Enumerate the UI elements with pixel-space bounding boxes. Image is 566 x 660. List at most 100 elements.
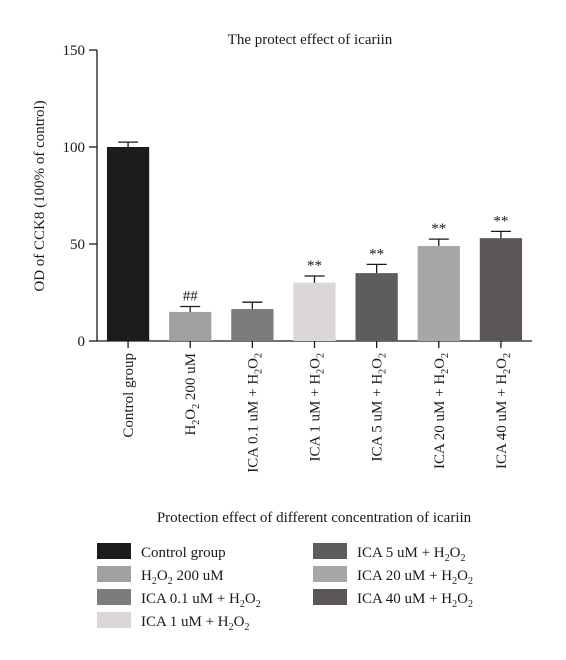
label-part: ICA 5 uM + H: [370, 374, 386, 462]
legend-item: ICA 20 uM + H2O2: [313, 566, 473, 587]
label-part: H: [141, 568, 152, 584]
label-part: 200 uM: [173, 568, 224, 584]
legend-label: H2O2 200 uM: [141, 568, 224, 587]
label-part: 2: [440, 353, 451, 358]
label-part: 2: [244, 622, 249, 633]
label-part: 2: [191, 420, 202, 425]
bar: [231, 308, 274, 341]
label-part: H: [183, 425, 199, 436]
legend-label: ICA 5 uM + H2O2: [357, 545, 465, 564]
legend-swatch: [313, 566, 347, 582]
label-part: O: [308, 358, 324, 369]
label-part: 2: [229, 622, 234, 633]
x-axis-label: Protection effect of different concentra…: [157, 510, 472, 526]
x-tick-label: ICA 20 uM + H2O2: [432, 353, 451, 469]
label-part: O: [494, 358, 510, 369]
label-part: 2: [168, 576, 173, 587]
label-part: ICA 0.1 uM + H: [141, 591, 240, 607]
bar: [355, 273, 398, 341]
label-part: 2: [452, 599, 457, 610]
label-part: 2: [445, 553, 450, 564]
bar: [417, 245, 460, 341]
label-part: ICA 40 uM + H: [357, 591, 452, 607]
significance-marker: **: [307, 258, 322, 274]
label-part: O: [245, 591, 256, 607]
label-part: ICA 20 uM + H: [357, 568, 452, 584]
significance-marker: **: [369, 246, 384, 262]
label-part: ICA 0.1 uM + H: [245, 374, 261, 473]
label-part: 2: [316, 353, 327, 358]
legend-swatch: [97, 589, 131, 605]
label-part: 2: [440, 369, 451, 374]
legend-item: H2O2 200 uM: [97, 566, 224, 587]
label-part: 2: [253, 353, 264, 358]
significance-marker: **: [493, 213, 508, 229]
bar: [106, 147, 150, 341]
label-part: 2: [468, 599, 473, 610]
legend-label: ICA 0.1 uM + H2O2: [141, 591, 261, 610]
label-part: O: [157, 568, 168, 584]
legend-swatch: [313, 589, 347, 605]
label-part: O: [432, 358, 448, 369]
y-tick-label: 150: [63, 43, 86, 59]
legend-swatch: [97, 612, 131, 628]
label-part: 2: [378, 353, 389, 358]
label-part: 2: [378, 369, 389, 374]
legend-label: ICA 40 uM + H2O2: [357, 591, 473, 610]
legend-item: ICA 0.1 uM + H2O2: [97, 589, 261, 610]
y-axis-label: OD of CCK8 (100% of control): [32, 100, 48, 291]
legend-item: ICA 1 uM + H2O2: [97, 612, 249, 633]
label-part: ICA 1 uM + H: [308, 374, 324, 462]
legend-swatch: [313, 543, 347, 559]
y-tick-label: 0: [78, 334, 86, 350]
label-part: O: [245, 358, 261, 369]
label-part: 2: [502, 369, 513, 374]
label-part: ICA 20 uM + H: [432, 374, 448, 469]
label-part: 2: [240, 599, 245, 610]
legend-item: ICA 40 uM + H2O2: [313, 589, 473, 610]
significance-marker: ##: [183, 288, 199, 304]
label-part: 2: [191, 404, 202, 409]
legend-label: ICA 20 uM + H2O2: [357, 568, 473, 587]
bar: [479, 238, 523, 341]
label-part: ICA 5 uM + H: [357, 545, 445, 561]
legend-label: Control group: [141, 545, 226, 561]
x-tick-label: ICA 1 uM + H2O2: [308, 353, 327, 461]
legend-swatch: [97, 566, 131, 582]
label-part: 2: [316, 369, 327, 374]
legend-swatch: [97, 543, 131, 559]
label-part: 2: [460, 553, 465, 564]
label-part: 2: [152, 576, 157, 587]
label-part: O: [457, 568, 468, 584]
label-part: 2: [502, 353, 513, 358]
significance-marker: **: [431, 221, 446, 237]
label-part: O: [457, 591, 468, 607]
label-part: O: [234, 614, 245, 630]
label-part: O: [183, 409, 199, 420]
x-tick-label: Control group: [121, 353, 137, 438]
label-part: Control group: [141, 545, 226, 561]
legend-item: Control group: [97, 543, 226, 561]
y-tick-label: 50: [70, 237, 85, 253]
bar: [293, 282, 336, 341]
label-part: 2: [468, 576, 473, 587]
legend-item: ICA 5 uM + H2O2: [313, 543, 465, 564]
label-part: 2: [452, 576, 457, 587]
x-tick-label: ICA 5 uM + H2O2: [370, 353, 389, 461]
label-part: 2: [253, 369, 264, 374]
label-part: ICA 1 uM + H: [141, 614, 229, 630]
x-tick-label: ICA 0.1 uM + H2O2: [245, 353, 264, 473]
label-part: O: [370, 358, 386, 369]
y-tick-label: 100: [63, 140, 86, 156]
bar: [169, 311, 212, 341]
label-part: O: [450, 545, 461, 561]
label-part: Control group: [121, 353, 137, 438]
label-part: 2: [256, 599, 261, 610]
x-tick-label: ICA 40 uM + H2O2: [494, 353, 513, 469]
label-part: ICA 40 uM + H: [494, 374, 510, 469]
x-tick-label: H2O2 200 uM: [183, 353, 202, 436]
legend-label: ICA 1 uM + H2O2: [141, 614, 249, 633]
chart-title: The protect effect of icariin: [228, 32, 393, 48]
